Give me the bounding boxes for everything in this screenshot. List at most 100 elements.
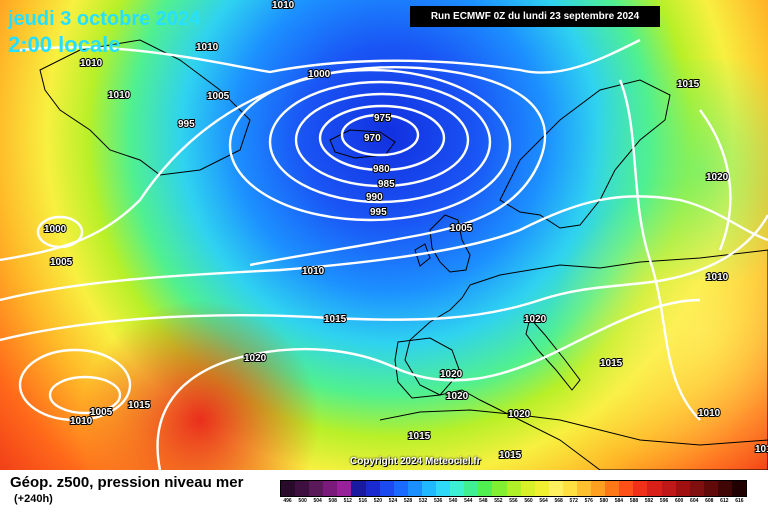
isobar-980	[318, 104, 446, 172]
color-scale-label: 544	[464, 498, 473, 504]
isobar-label: 1020	[244, 353, 267, 364]
color-scale-cell	[450, 481, 465, 496]
isobar-1000	[19, 38, 641, 74]
isobar-1015	[0, 214, 768, 342]
color-scale-cell	[732, 481, 747, 496]
isobar-1005	[0, 66, 546, 267]
forecast-time: 2:00 locale	[8, 32, 121, 57]
color-scale-cell	[689, 481, 704, 496]
color-scale-cell	[436, 481, 451, 496]
color-scale-label: 584	[614, 498, 624, 504]
isobar-label: 1010	[272, 0, 295, 11]
isobar-label: 985	[378, 179, 395, 190]
color-scale-label: 540	[449, 498, 458, 504]
color-scale-cell	[717, 481, 732, 496]
color-scale-cell	[464, 481, 479, 496]
color-scale-label: 532	[418, 498, 428, 504]
isobar-1020-east	[699, 109, 732, 251]
color-scale-cell	[295, 481, 310, 496]
color-scale-label: 552	[494, 498, 503, 504]
color-scale-cell	[703, 481, 718, 496]
isobar-label: 1010	[80, 58, 103, 69]
color-scale-cell	[506, 481, 521, 496]
color-scale-label: 520	[373, 498, 383, 504]
color-scale-cell	[647, 481, 662, 496]
color-scale-label: 560	[524, 498, 533, 504]
isobar-label: 1015	[324, 314, 347, 325]
color-scale-cell	[407, 481, 422, 496]
isobar-label: 1000	[44, 224, 67, 235]
color-scale-label: 596	[659, 498, 669, 504]
color-scale	[280, 480, 747, 497]
isobar-label: 1010	[755, 444, 768, 455]
weather-map: 1010 1010 1010 1010 1000 1005 995 975 97…	[0, 0, 768, 470]
isobar-label: 1005	[50, 257, 73, 268]
footer: Géop. z500, pression niveau mer (+240h) …	[0, 470, 768, 512]
isobar-label: 1005	[207, 91, 230, 102]
forecast-date: jeudi 3 octobre 2024	[8, 8, 201, 30]
italy-coast	[525, 316, 581, 391]
isobar-label: 1020	[440, 369, 463, 380]
color-scale-cell	[520, 481, 535, 496]
europe-coast	[404, 249, 768, 470]
color-scale-label: 516	[358, 498, 368, 504]
footer-title: Géop. z500, pression niveau mer	[10, 474, 244, 491]
isobar-1005-west-low	[48, 375, 122, 415]
isobar-labels: 1010 1010 1010 1010 1000 1005 995 975 97…	[43, 0, 768, 462]
isobar-label: 1005	[450, 223, 473, 234]
isobar-label: 1020	[508, 409, 531, 420]
scandinavia-coast	[499, 79, 671, 229]
color-scale-label: 536	[433, 498, 443, 504]
color-scale-cell	[281, 481, 296, 496]
color-scale-cell	[337, 481, 352, 496]
color-scale-cell	[591, 481, 606, 496]
isobar-label: 975	[374, 113, 391, 124]
color-scale-label: 496	[283, 498, 292, 504]
color-scale-cell	[309, 481, 324, 496]
iceland-coast	[329, 129, 396, 159]
copyright: Copyright 2024 Meteociel.fr	[350, 456, 481, 467]
land-outlines	[39, 39, 768, 470]
color-scale-label: 576	[584, 498, 593, 504]
isobar-label: 980	[373, 164, 390, 175]
isobar-975	[340, 113, 420, 157]
color-scale-label: 572	[569, 498, 578, 504]
isobar-label: 1020	[446, 391, 469, 402]
color-scale-label: 608	[705, 498, 714, 504]
isobar-label: 1010	[108, 90, 131, 101]
isobar-label: 1010	[70, 416, 93, 427]
color-scale-label: 504	[313, 498, 322, 504]
color-scale-label: 564	[539, 498, 548, 504]
isobar-label: 1020	[524, 314, 547, 325]
color-scale-cell	[351, 481, 366, 496]
british-isles-coast	[414, 214, 471, 273]
isobar-label: 1015	[408, 431, 431, 442]
color-scale-label: 548	[479, 498, 488, 504]
isobar-label: 1010	[302, 266, 325, 277]
isobar-1010	[0, 195, 768, 302]
color-scale-cell	[379, 481, 394, 496]
isobar-label: 1015	[600, 358, 623, 369]
color-scale-label: 524	[388, 498, 398, 504]
color-scale-label: 604	[690, 498, 699, 504]
color-scale-cell	[562, 481, 577, 496]
color-scale-label: 588	[629, 498, 639, 504]
color-scale-cell	[605, 481, 620, 496]
color-scale-label: 500	[298, 498, 307, 504]
isobar-label: 1010	[698, 408, 721, 419]
isobar-label: 1015	[677, 79, 700, 90]
isobar-1020	[156, 298, 701, 470]
green-area-north-east	[560, 60, 768, 280]
color-scale-label: 592	[644, 498, 654, 504]
isobar-label: 1015	[128, 400, 151, 411]
north-africa-coast	[379, 409, 768, 446]
color-scale-labels: 496 500 504 508 512 516 520 524 528 532 536 540 544 5…	[280, 498, 747, 508]
isobar-label: 1000	[308, 69, 331, 80]
color-scale-label: 512	[343, 498, 352, 504]
isobar-990	[268, 80, 492, 204]
color-scale-label: 508	[328, 498, 337, 504]
isobar-label: 1010	[196, 42, 219, 53]
color-scale-cell	[393, 481, 408, 496]
isobar-label: 1015	[499, 450, 522, 461]
isobar-1015-east	[618, 79, 701, 421]
